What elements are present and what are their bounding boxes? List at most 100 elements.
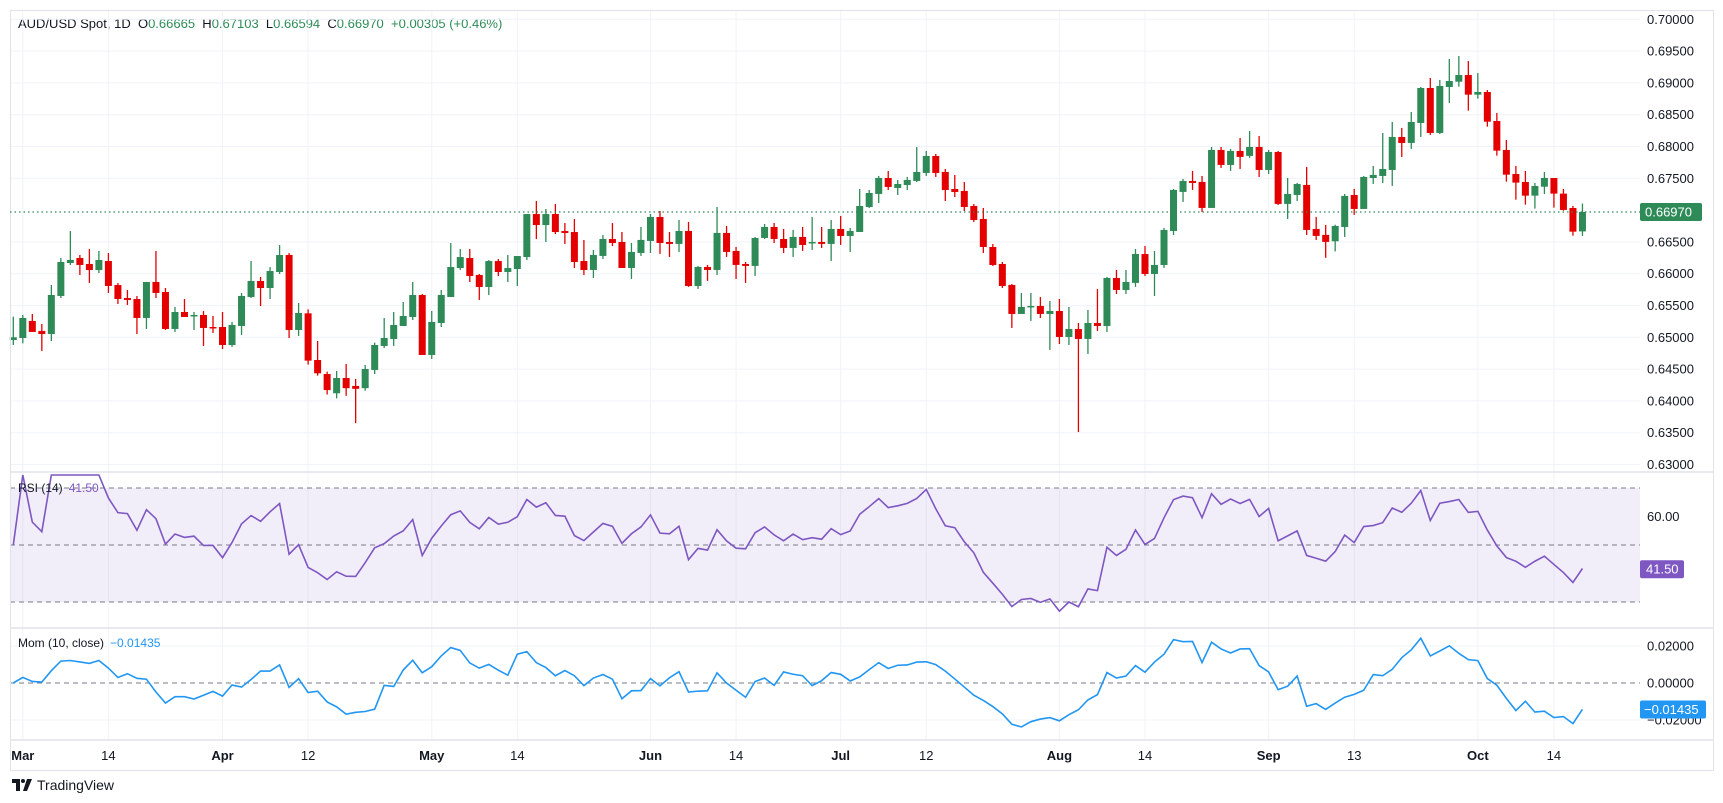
candle-body (1189, 180, 1197, 183)
candle (561, 223, 569, 244)
candle-body (466, 257, 474, 276)
candle-body (532, 214, 540, 226)
candle (28, 313, 36, 332)
candle (1502, 139, 1510, 182)
candle (209, 315, 217, 333)
candle-body (1426, 87, 1434, 133)
candle (295, 302, 303, 336)
candle (799, 226, 807, 251)
candle (1217, 146, 1225, 168)
candle-body (475, 274, 483, 287)
candle (1331, 224, 1339, 252)
candle-body (1578, 212, 1586, 232)
candle (913, 147, 921, 182)
candle-body (1521, 181, 1529, 196)
time-axis-label: 12 (919, 748, 933, 763)
candle (723, 225, 731, 257)
candle (1017, 292, 1025, 314)
rsi-line (12, 474, 1584, 613)
candle-body (219, 326, 227, 345)
candle (818, 226, 826, 248)
candle-body (333, 378, 341, 394)
candle (884, 170, 892, 191)
candle (1436, 79, 1444, 134)
candle (1341, 193, 1349, 237)
candle-body (523, 214, 531, 258)
mom-legend-value: −0.01435 (110, 636, 161, 650)
candle (1065, 306, 1073, 345)
candle-body (789, 236, 797, 248)
candle (513, 256, 521, 286)
candle-body (960, 190, 968, 207)
candle-body (1208, 149, 1216, 208)
candle-body (1065, 328, 1073, 337)
candle-body (770, 226, 778, 239)
candle (1369, 165, 1377, 184)
candle-body (808, 241, 816, 244)
candle-body (818, 241, 826, 244)
price-axis-label: 0.66000 (1647, 266, 1694, 281)
candle (1578, 203, 1586, 236)
price-axis-label: 0.68500 (1647, 107, 1694, 122)
candle (390, 311, 398, 346)
candle-body (1436, 85, 1444, 133)
candle-body (637, 239, 645, 253)
candle (323, 371, 331, 395)
candle-body (570, 232, 578, 262)
candle (266, 267, 274, 300)
candle (637, 226, 645, 256)
mom-legend: Mom (10, close) −0.01435 (18, 636, 161, 650)
candle (485, 260, 493, 296)
candle (161, 288, 169, 330)
candle-body (761, 226, 769, 238)
candle (1265, 149, 1273, 174)
candle (1084, 309, 1092, 354)
candle-body (694, 266, 702, 286)
mom-axis-label: 0.02000 (1647, 639, 1694, 654)
candle (1312, 216, 1320, 240)
candle-body (1312, 228, 1320, 236)
candle (238, 292, 246, 335)
candle (47, 285, 55, 341)
candle-body (28, 320, 36, 332)
rsi-pane (12, 474, 1584, 613)
candle-body (1303, 184, 1311, 230)
candle (200, 310, 207, 346)
candle-body (922, 155, 930, 173)
time-axis-label: 14 (1547, 748, 1561, 763)
tradingview-logo[interactable]: TradingView (12, 777, 114, 793)
candle-body (865, 192, 873, 207)
candle-body (456, 257, 464, 269)
candle (837, 215, 845, 245)
candle-body (1569, 208, 1577, 232)
mom-line (12, 636, 1584, 728)
candle-body (913, 171, 921, 181)
candle-body (142, 281, 150, 318)
mom-axis-label: 0.00000 (1647, 676, 1694, 691)
candle (475, 274, 483, 300)
candle-body (1151, 264, 1158, 274)
candle-body (485, 261, 493, 287)
candle (1074, 322, 1082, 433)
candle (228, 321, 236, 347)
candle (1284, 177, 1292, 219)
candle-body (1055, 310, 1063, 337)
candle (1559, 188, 1567, 211)
candle (922, 150, 930, 176)
candle-body (1103, 277, 1111, 326)
rsi-value-tag-text: 41.50 (1646, 562, 1679, 577)
candle-body (618, 241, 626, 268)
candle (247, 260, 255, 298)
candle (371, 342, 379, 374)
candle-body (418, 295, 426, 355)
candle (437, 289, 445, 327)
candle-body (799, 236, 807, 245)
candle-body (104, 260, 112, 286)
candle-body (1246, 146, 1254, 156)
candle (827, 219, 835, 261)
candle-body (390, 324, 398, 340)
candle (732, 246, 740, 279)
candle-body (1559, 193, 1567, 210)
rsi-value-tag (1640, 560, 1684, 579)
